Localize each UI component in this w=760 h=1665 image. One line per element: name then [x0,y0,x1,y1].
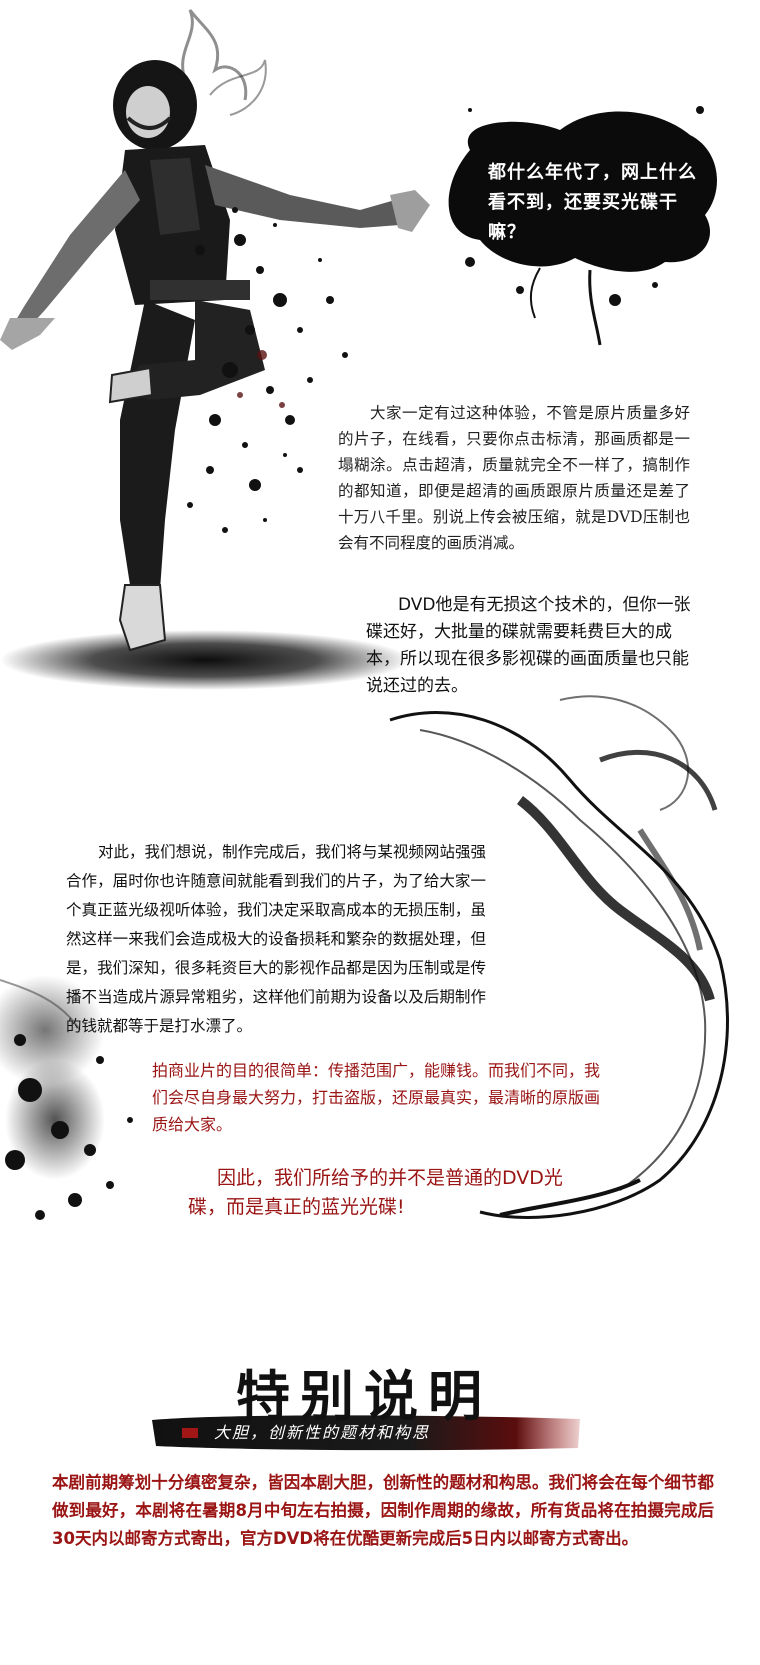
special-notice-body: 本剧前期筹划十分缜密复杂，皆因本剧大胆，创新性的题材和构思。我们将会在每个细节都… [52,1473,714,1548]
ink-smoke-right [389,695,729,1219]
special-notice-subtitle: 大胆，创新性的题材和构思 [214,1423,431,1442]
subtitle-brush-bar [152,1415,580,1451]
paragraph-bluray-claim: 因此，我们所给予的并不是普通的DVD光碟，而是真正的蓝光光碟! [188,1167,563,1218]
paragraph-cooperation: 对此，我们想说，制作完成后，我们将与某视频网站强强合作，届时你也许随意间就能看到… [66,843,486,1035]
special-notice-title: 特别说明 [236,1364,492,1428]
dancer-illustration [0,9,430,690]
paragraph-commercial-purpose: 拍商业片的目的很简单：传播范围广，能赚钱。而我们不同，我们会尽自身最大努力，打击… [152,1061,601,1134]
ink-splatter-left [0,975,133,1220]
ink-bubble [448,106,717,346]
paragraph-dvd-lossless: DVD他是有无损这个技术的，但你一张碟还好，大批量的碟就需要耗费巨大的成本，所以… [366,595,691,696]
bubble-question: 都什么年代了，网上什么看不到，还要买光碟干嘛？ [488,162,697,243]
paragraph-experience: 大家一定有过这种体验，不管是原片质量多好的片子，在线看，只要你点击标清，那画质都… [338,404,690,552]
